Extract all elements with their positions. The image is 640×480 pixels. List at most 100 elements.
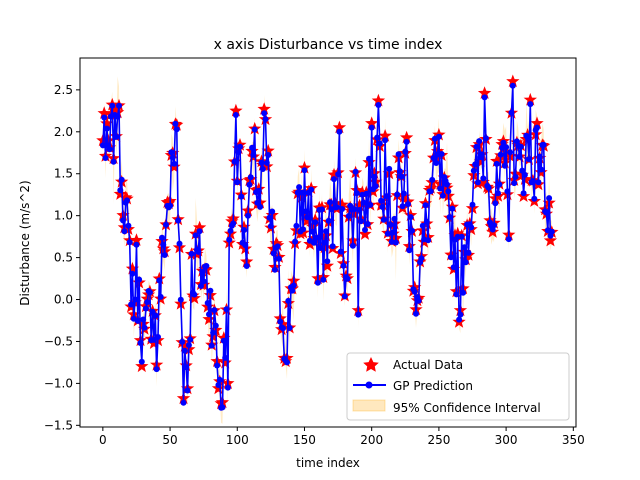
y-tick-label: 0.0 [54,293,73,307]
gp-prediction-point [508,109,515,116]
y-tick-label: 2.5 [54,83,73,97]
gp-prediction-point [437,185,444,192]
gp-prediction-point [409,227,415,234]
gp-prediction-point [531,195,538,202]
gp-prediction-point [503,144,510,151]
gp-prediction-point [284,359,290,366]
gp-prediction-point [251,126,258,133]
gp-prediction-point [117,187,124,194]
x-tick-label: 50 [162,433,177,447]
gp-prediction-point [280,325,286,332]
gp-prediction-point [460,289,467,296]
gp-prediction-point [327,199,333,206]
gp-prediction-point [438,151,445,157]
gp-prediction-point [314,279,321,286]
gp-prediction-point [317,245,324,251]
gp-prediction-point [312,219,319,226]
actual-data-point [100,116,114,130]
gp-prediction-point [546,195,553,202]
gp-prediction-point [99,142,106,149]
actual-data-point [237,220,251,233]
plot-area [96,74,559,424]
gp-prediction-point [382,137,389,144]
actual-data-point [129,233,144,246]
gp-prediction-point [458,233,465,240]
gp-prediction-point [509,82,516,89]
gp-prediction-point [125,222,132,229]
gp-prediction-point [376,140,383,147]
gp-prediction-point [226,236,233,243]
gp-prediction-point [403,138,410,145]
gp-prediction-point [323,228,329,235]
y-tick-label: 2.0 [54,125,73,139]
gp-prediction-point [313,234,320,241]
actual-data-point [367,166,381,180]
actual-data-point [365,116,379,130]
gp-prediction-point [128,301,135,308]
gp-prediction-point [402,148,409,155]
gp-prediction-point [169,154,176,161]
gp-prediction-point [517,143,524,150]
gp-prediction-point [266,214,273,221]
gp-prediction-point [364,221,371,227]
gp-prediction-point [220,337,227,344]
actual-data-point [371,93,386,107]
gp-prediction-point [234,179,241,186]
gp-prediction-point [492,200,499,207]
gp-prediction-point [493,160,500,167]
gp-prediction-point [468,224,475,231]
gp-prediction-point [206,311,212,318]
legend: Actual Data GP Prediction 95% Confidence… [346,352,570,421]
gp-prediction-point [349,242,356,249]
gp-prediction-point [153,366,160,373]
gp-prediction-point [309,228,316,235]
gp-prediction-point [161,252,168,258]
gp-prediction-point [184,387,191,394]
gp-prediction-point [188,250,195,257]
gp-prediction-point [243,263,250,269]
gp-prediction-point [335,171,342,178]
gp-prediction-point [387,221,394,228]
gp-prediction-point [210,329,217,336]
gp-prediction-point [238,193,245,200]
gp-prediction-point [265,152,272,158]
gp-prediction-point [232,112,239,118]
gp-prediction-point [185,342,192,349]
actual-data-point [218,355,232,369]
gp-prediction-point [469,201,476,208]
gp-prediction-point [425,237,432,244]
gp-prediction-point [263,159,270,166]
gp-prediction-point [261,110,268,117]
gp-prediction-point [114,113,121,120]
y-axis: −1.5 −1.0 −0.5 0.0 0.5 1.0 1.5 2.0 2.5 [44,83,80,432]
gp-prediction-point [378,197,385,204]
actual-data-point [276,317,290,331]
gp-prediction-point [181,347,188,354]
gp-prediction-point [535,179,542,186]
gp-prediction-point [379,203,386,210]
actual-data-point [523,92,537,106]
gp-prediction-point [207,287,214,294]
gp-prediction-point [116,102,122,109]
gp-prediction-point [168,149,175,156]
gp-prediction-point [352,168,359,175]
gp-prediction-point [351,206,358,213]
gp-prediction-point [257,203,264,210]
gp-prediction-point [155,334,161,340]
gp-prediction-point [548,228,555,235]
gp-prediction-point [366,155,372,162]
gp-prediction-point [223,306,230,313]
gp-prediction-point [293,222,300,229]
gp-prediction-point [362,226,368,233]
gp-prediction-point [159,234,165,241]
gp-prediction-point [386,165,393,172]
gp-prediction-point [325,217,332,224]
gp-prediction-point [230,220,237,227]
gp-prediction-point [212,322,219,329]
actual-data-point [490,154,504,167]
actual-data-point [229,103,243,117]
gp-prediction-point [101,114,108,121]
gp-prediction-point [329,243,336,250]
actual-data-point [97,106,111,119]
